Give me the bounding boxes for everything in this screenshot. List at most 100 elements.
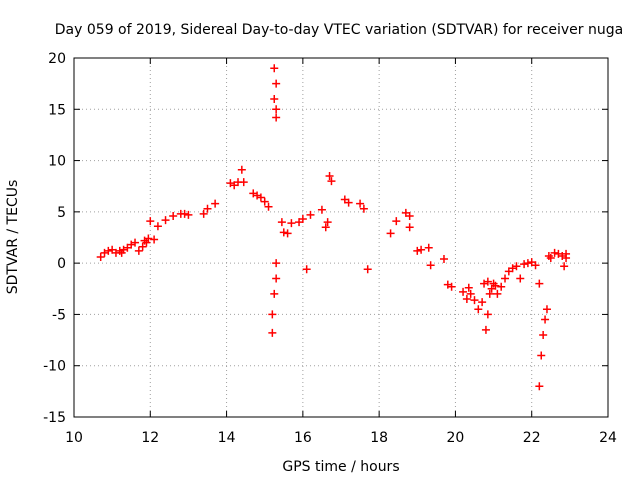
x-tick-label: 20 (447, 430, 465, 446)
data-point (550, 248, 559, 257)
data-point (470, 296, 479, 305)
data-point (562, 254, 571, 263)
data-point (169, 211, 178, 220)
y-tick-label: 15 (48, 102, 66, 118)
data-point (272, 79, 281, 88)
data-point (386, 229, 395, 238)
data-point (237, 165, 246, 174)
data-point (424, 243, 433, 252)
data-point (439, 255, 448, 264)
data-point (104, 246, 113, 255)
data-point (142, 238, 151, 247)
data-point (481, 325, 490, 334)
data-point (138, 242, 147, 251)
x-tick-label: 14 (218, 430, 236, 446)
data-point (180, 209, 189, 218)
data-point (531, 261, 540, 270)
data-point (146, 217, 155, 226)
data-point (144, 234, 153, 243)
data-point (478, 298, 487, 307)
data-point (325, 171, 334, 180)
data-point (523, 259, 532, 268)
data-point (153, 222, 162, 231)
data-point (323, 218, 332, 227)
data-point (287, 219, 296, 228)
y-tick-label: -15 (43, 410, 66, 426)
x-tick-label: 24 (599, 430, 617, 446)
data-point (161, 216, 170, 225)
data-point (474, 305, 483, 314)
data-point (272, 113, 281, 122)
data-point (363, 265, 372, 274)
data-point (493, 289, 502, 298)
data-point (211, 199, 220, 208)
data-point (542, 305, 551, 314)
y-tick-label: 10 (48, 154, 66, 170)
data-point (462, 295, 471, 304)
data-point (270, 95, 279, 104)
data-point (260, 197, 269, 206)
data-point (268, 310, 277, 319)
y-tick-label: 5 (57, 205, 66, 221)
data-point (203, 204, 212, 213)
data-point (413, 246, 422, 255)
data-point (131, 238, 140, 247)
data-point (417, 245, 426, 254)
data-point (359, 204, 368, 213)
data-point (256, 193, 265, 202)
data-point (491, 281, 500, 290)
grid (74, 58, 608, 417)
data-point (298, 215, 307, 224)
data-point (356, 199, 365, 208)
data-point (321, 223, 330, 232)
data-point (537, 351, 546, 360)
data-point (317, 205, 326, 214)
data-point (541, 315, 550, 324)
data-point (392, 217, 401, 226)
data-points (96, 64, 571, 391)
data-point (535, 382, 544, 391)
data-point (520, 260, 529, 269)
data-point (344, 198, 353, 207)
data-point (96, 252, 105, 261)
data-point (239, 178, 248, 187)
x-tick-label: 16 (294, 430, 312, 446)
y-axis-label: SDTVAR / TECUs (5, 180, 21, 295)
data-point (497, 282, 506, 291)
data-point (464, 283, 473, 292)
data-point (485, 289, 494, 298)
data-point (539, 330, 548, 339)
data-point (306, 210, 315, 219)
x-tick-label: 22 (523, 430, 541, 446)
y-tick-label: 0 (57, 256, 66, 272)
data-point (184, 210, 193, 219)
data-point (264, 202, 273, 211)
x-tick-label: 12 (141, 430, 159, 446)
data-point (426, 261, 435, 270)
data-point (277, 218, 286, 227)
data-point (535, 279, 544, 288)
data-point (405, 211, 414, 220)
data-point (560, 262, 569, 271)
data-point (466, 289, 475, 298)
chart-title: Day 059 of 2019, Sidereal Day-to-day VTE… (55, 22, 623, 38)
data-point (516, 274, 525, 283)
plot-frame (73, 57, 609, 418)
data-point (501, 274, 510, 283)
data-point (150, 235, 159, 244)
x-tick-label: 18 (370, 430, 388, 446)
x-axis-label: GPS time / hours (282, 459, 399, 475)
y-tick-label: -10 (43, 359, 66, 375)
data-point (483, 277, 492, 286)
data-point (302, 265, 311, 274)
data-point (405, 223, 414, 232)
data-point (546, 254, 555, 263)
data-point (279, 228, 288, 237)
data-point (270, 289, 279, 298)
data-point (459, 287, 468, 296)
data-point (268, 328, 277, 337)
data-point (270, 64, 279, 73)
data-point (199, 209, 208, 218)
